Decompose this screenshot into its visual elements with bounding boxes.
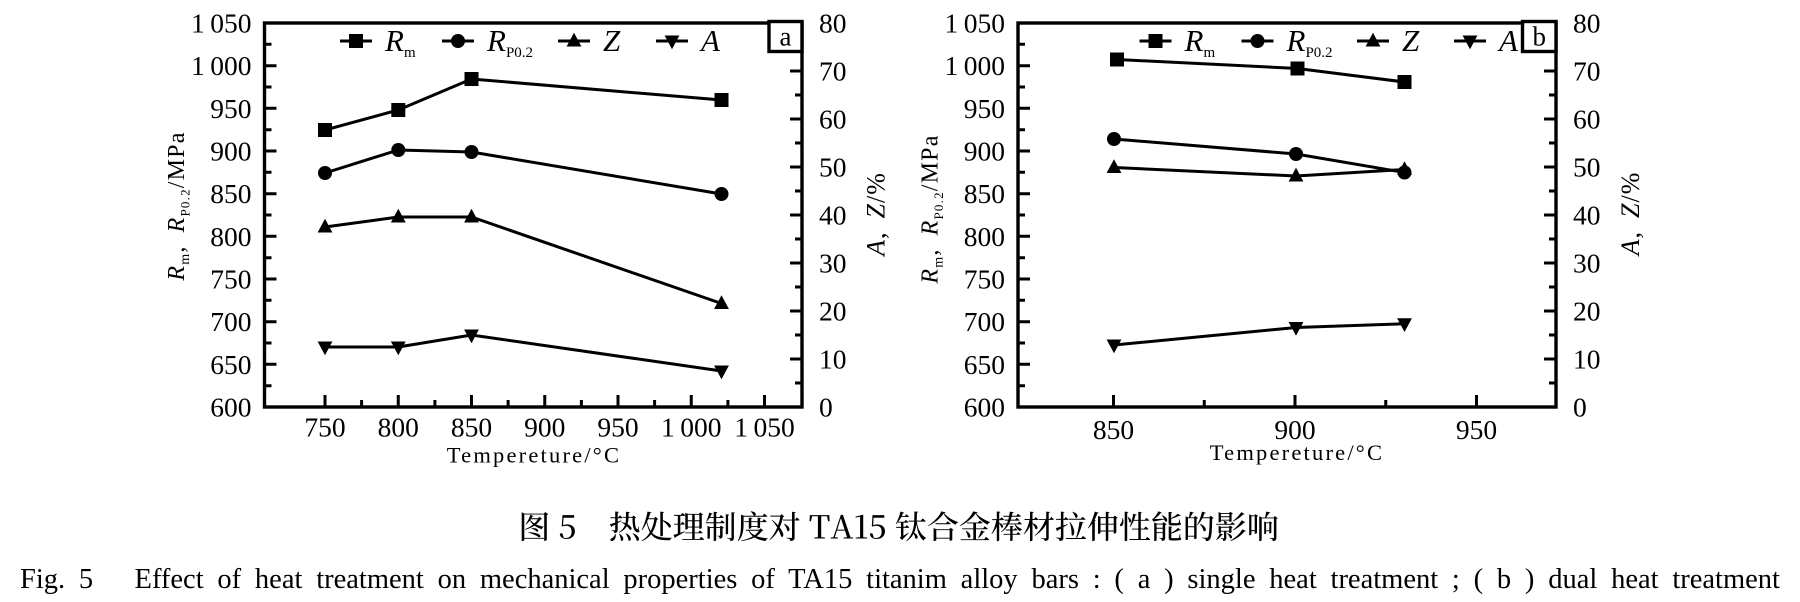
svg-text:40: 40 [819,200,847,231]
svg-text:650: 650 [210,349,251,380]
svg-text:900: 900 [964,136,1005,167]
svg-text:750: 750 [210,264,251,295]
svg-text:1 050: 1 050 [734,412,795,443]
svg-text:b: b [1532,22,1546,52]
svg-text:Z: Z [603,23,621,58]
svg-text:Rm,RP0.2/MPa: Rm,RP0.2/MPa [918,134,947,284]
svg-text:700: 700 [210,306,251,337]
svg-text:40: 40 [1573,200,1601,231]
svg-text:30: 30 [1573,248,1601,279]
svg-text:850: 850 [1093,414,1134,445]
svg-text:800: 800 [210,221,251,252]
svg-text:950: 950 [964,93,1005,124]
svg-text:1 000: 1 000 [944,50,1005,81]
svg-text:1 050: 1 050 [191,8,252,39]
svg-text:850: 850 [964,178,1005,209]
svg-text:0: 0 [1573,392,1587,423]
svg-text:A,Z/%: A,Z/% [1616,172,1645,258]
svg-text:800: 800 [378,412,419,443]
svg-text:10: 10 [1573,344,1601,375]
svg-text:0: 0 [819,392,833,423]
svg-text:850: 850 [210,178,251,209]
svg-text:20: 20 [819,296,847,327]
svg-text:600: 600 [964,392,1005,423]
svg-text:80: 80 [1573,8,1601,39]
svg-text:a: a [780,22,792,52]
svg-text:Rm,RP0.2/MPa: Rm,RP0.2/MPa [164,131,193,281]
svg-text:750: 750 [304,412,345,443]
svg-text:1 000: 1 000 [661,412,722,443]
svg-text:50: 50 [819,152,847,183]
svg-text:20: 20 [1573,296,1601,327]
svg-text:A: A [1497,23,1519,58]
svg-text:900: 900 [1274,414,1315,445]
svg-text:Tempereture/°C: Tempereture/°C [1210,440,1384,465]
svg-text:900: 900 [210,136,251,167]
svg-text:700: 700 [964,306,1005,337]
svg-text:950: 950 [1456,414,1497,445]
svg-text:750: 750 [964,264,1005,295]
svg-text:1 050: 1 050 [944,8,1005,39]
svg-text:950: 950 [597,412,638,443]
svg-text:60: 60 [1573,104,1601,135]
svg-text:900: 900 [524,412,565,443]
svg-text:Tempereture/°C: Tempereture/°C [447,443,621,468]
svg-text:800: 800 [964,221,1005,252]
svg-text:850: 850 [451,412,492,443]
svg-text:Fig. 5 Effect of heat treatm: Fig. 5 Effect of heat treatment on mecha… [20,564,1780,595]
svg-text:80: 80 [819,8,847,39]
svg-text:950: 950 [210,93,251,124]
svg-text:70: 70 [1573,56,1601,87]
svg-text:10: 10 [819,344,847,375]
svg-text:A: A [699,23,721,58]
svg-text:50: 50 [1573,152,1601,183]
svg-text:Z: Z [1402,23,1420,58]
svg-text:1 000: 1 000 [191,50,252,81]
svg-text:650: 650 [964,349,1005,380]
svg-text:600: 600 [210,392,251,423]
svg-text:A,Z/%: A,Z/% [862,172,891,258]
svg-text:30: 30 [819,248,847,279]
svg-text:60: 60 [819,104,847,135]
svg-text:70: 70 [819,56,847,87]
